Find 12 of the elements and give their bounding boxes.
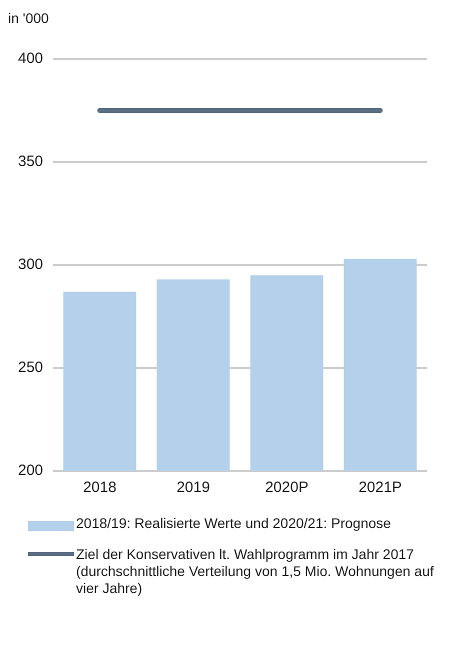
legend-label: 2018/19: Realisierte Werte und 2020/21: Prognose <box>76 515 391 532</box>
x-tick-label: 2021P <box>358 479 402 496</box>
y-tick-label: 300 <box>18 256 44 274</box>
x-tick-label: 2018 <box>83 479 116 496</box>
x-tick-label: 2020P <box>265 479 308 496</box>
y-tick-label: 400 <box>18 50 44 68</box>
legend-label: Ziel der Konservativen lt. Wahlprogramm im Jahr 2017 (durchschnittliche Verteilung von 1,5 Mio. Wohnungen auf vier Jahre) <box>76 546 435 597</box>
y-axis-title: in '000 <box>8 10 49 26</box>
y-tick-label: 250 <box>18 359 44 376</box>
y-tick-label: 200 <box>18 462 44 480</box>
x-tick-label: 2019 <box>176 479 210 496</box>
y-tick-label: 350 <box>18 153 44 170</box>
